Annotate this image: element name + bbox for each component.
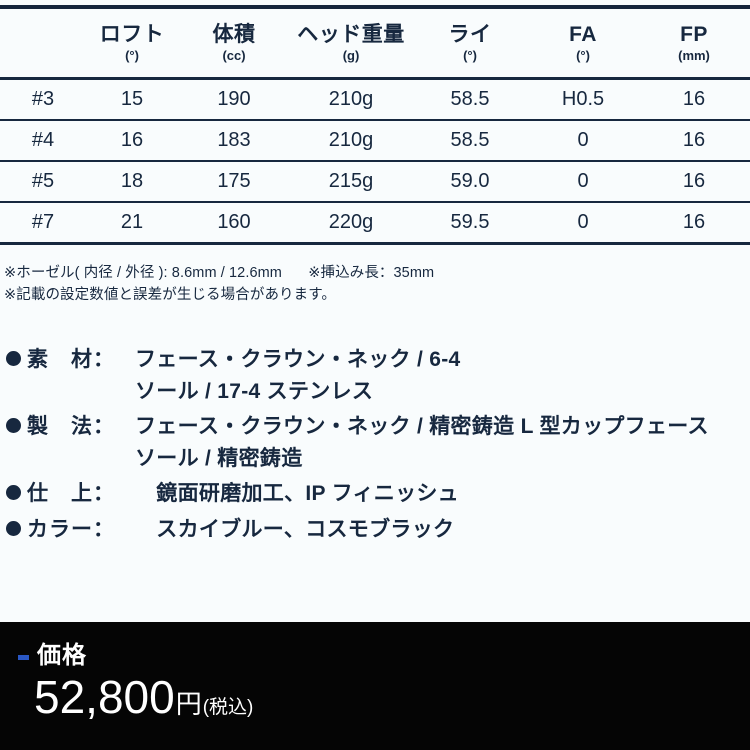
table-header-row: ロフト (°) 体積 (cc) ヘッド重量 (g) ライ (°) FA (°: [0, 9, 750, 80]
header-unit-lie: (°): [463, 48, 477, 64]
header-unit-head-weight: (g): [342, 48, 360, 64]
header-label-fp: FP: [680, 22, 708, 46]
accent-dash-icon: [18, 655, 29, 660]
spec-key-finish: 仕 上：: [27, 482, 115, 505]
header-label-head-weight: ヘッド重量: [297, 22, 405, 46]
footnote-insert-length: ※挿込み長：35mm: [308, 265, 435, 281]
cell-loft: 16: [86, 120, 178, 162]
cell-head-weight: 210g: [290, 120, 412, 162]
cell-head-weight: 215g: [290, 161, 412, 203]
header-cell-club: [0, 9, 86, 80]
spec-main-row: 仕 上： 鏡面研磨加工、IP フィニッシュ: [6, 478, 750, 510]
cell-lie: 58.5: [412, 120, 528, 162]
bullet-circle-icon: [6, 520, 21, 536]
bullet-circle-icon: [6, 351, 21, 366]
bullet-circle-icon: [6, 485, 21, 500]
cell-loft: 15: [86, 78, 178, 121]
cell-lie: 59.0: [412, 161, 528, 203]
cell-fa: 0: [528, 161, 638, 203]
cell-fp: 16: [638, 120, 750, 162]
spec-value-color: スカイブルー、コスモブラック: [135, 517, 455, 541]
cell-loft: 18: [86, 161, 178, 203]
price-amount-row: 52,800 円 (税込): [0, 672, 750, 723]
cell-fa: H0.5: [528, 78, 638, 121]
header-label-volume: 体積: [212, 22, 256, 46]
price-amount: 52,800: [34, 671, 175, 723]
price-label: 価格: [37, 642, 87, 669]
cell-club-name: #3: [0, 78, 86, 121]
cell-fp: 16: [638, 78, 750, 121]
cell-volume: 190: [178, 78, 290, 121]
cell-lie: 59.5: [412, 202, 528, 245]
spec-item-construction: 製 法： フェース・クラウン・ネック / 精密鋳造 L 型カップフェース ソール…: [6, 411, 750, 474]
top-divider: [0, 5, 750, 9]
specification-list: 素 材： フェース・クラウン・ネック / 6-4 ソール / 17-4 ステンレ…: [6, 344, 750, 549]
spec-sub-material: ソール / 17-4 ステンレス: [135, 379, 374, 403]
bullet-circle-icon: [6, 418, 21, 433]
header-cell-volume: 体積 (cc): [178, 9, 290, 80]
cell-loft: 21: [86, 202, 178, 245]
cell-lie: 58.5: [412, 78, 528, 121]
header-unit-fp: (mm): [678, 48, 710, 64]
footnote-hosel: ※ホーゼル( 内径 / 外径 ): 8.6mm / 12.6mm: [4, 265, 282, 281]
header-cell-loft: ロフト (°): [86, 9, 178, 80]
cell-club-name: #7: [0, 202, 86, 245]
spec-value-construction: フェース・クラウン・ネック / 精密鋳造 L 型カップフェース: [135, 415, 709, 438]
price-banner: 価格 52,800 円 (税込): [0, 622, 750, 750]
cell-head-weight: 220g: [290, 202, 412, 245]
footnote-line-1: ※ホーゼル( 内径 / 外径 ): 8.6mm / 12.6mm ※挿込み長：3…: [4, 262, 746, 284]
table-row: #7 21 160 220g 59.5 0 16: [0, 202, 750, 245]
spec-item-color: カラー： スカイブルー、コスモブラック: [6, 514, 750, 546]
footnote-block: ※ホーゼル( 内径 / 外径 ): 8.6mm / 12.6mm ※挿込み長：3…: [4, 262, 746, 307]
header-unit-fa: (°): [576, 48, 590, 64]
header-unit-loft: (°): [125, 48, 139, 64]
cell-fa: 0: [528, 120, 638, 162]
spec-item-finish: 仕 上： 鏡面研磨加工、IP フィニッシュ: [6, 478, 750, 510]
price-currency: 円: [175, 689, 202, 719]
spec-main-row: 素 材： フェース・クラウン・ネック / 6-4: [6, 344, 750, 376]
header-label-lie: ライ: [448, 22, 492, 46]
cell-volume: 160: [178, 202, 290, 245]
cell-club-name: #4: [0, 120, 86, 162]
header-cell-fa: FA (°): [528, 9, 638, 80]
cell-fa: 0: [528, 202, 638, 245]
spec-main-row: カラー： スカイブルー、コスモブラック: [6, 514, 750, 546]
table-row: #3 15 190 210g 58.5 H0.5 16: [0, 78, 750, 121]
spec-value-material: フェース・クラウン・ネック / 6-4: [135, 348, 461, 371]
header-unit-volume: (cc): [222, 48, 246, 64]
cell-head-weight: 210g: [290, 78, 412, 121]
header-cell-lie: ライ (°): [412, 9, 528, 80]
price-tax-note: (税込): [202, 697, 254, 718]
spec-key-construction: 製 法：: [27, 415, 115, 438]
cell-fp: 16: [638, 202, 750, 245]
spec-key-material: 素 材：: [27, 348, 115, 371]
cell-volume: 183: [178, 120, 290, 162]
table-row: #4 16 183 210g 58.5 0 16: [0, 120, 750, 162]
spec-key-color: カラー：: [27, 517, 115, 541]
footnote-line-2: ※記載の設定数値と誤差が生じる場合があります。: [4, 287, 336, 304]
spec-main-row: 製 法： フェース・クラウン・ネック / 精密鋳造 L 型カップフェース: [6, 411, 750, 443]
club-spec-table: ロフト (°) 体積 (cc) ヘッド重量 (g) ライ (°) FA (°: [0, 9, 750, 245]
cell-volume: 175: [178, 161, 290, 203]
price-label-row: 価格: [0, 622, 750, 668]
cell-club-name: #5: [0, 161, 86, 203]
header-cell-head-weight: ヘッド重量 (g): [290, 9, 412, 80]
spec-sub-construction: ソール / 精密鋳造: [135, 446, 303, 470]
header-label-loft: ロフト: [99, 22, 165, 46]
table-row: #5 18 175 215g 59.0 0 16: [0, 161, 750, 203]
header-cell-fp: FP (mm): [638, 9, 750, 80]
header-label-fa: FA: [569, 22, 597, 46]
cell-fp: 16: [638, 161, 750, 203]
spec-item-material: 素 材： フェース・クラウン・ネック / 6-4 ソール / 17-4 ステンレ…: [6, 344, 750, 407]
spec-value-finish: 鏡面研磨加工、IP フィニッシュ: [135, 482, 459, 505]
